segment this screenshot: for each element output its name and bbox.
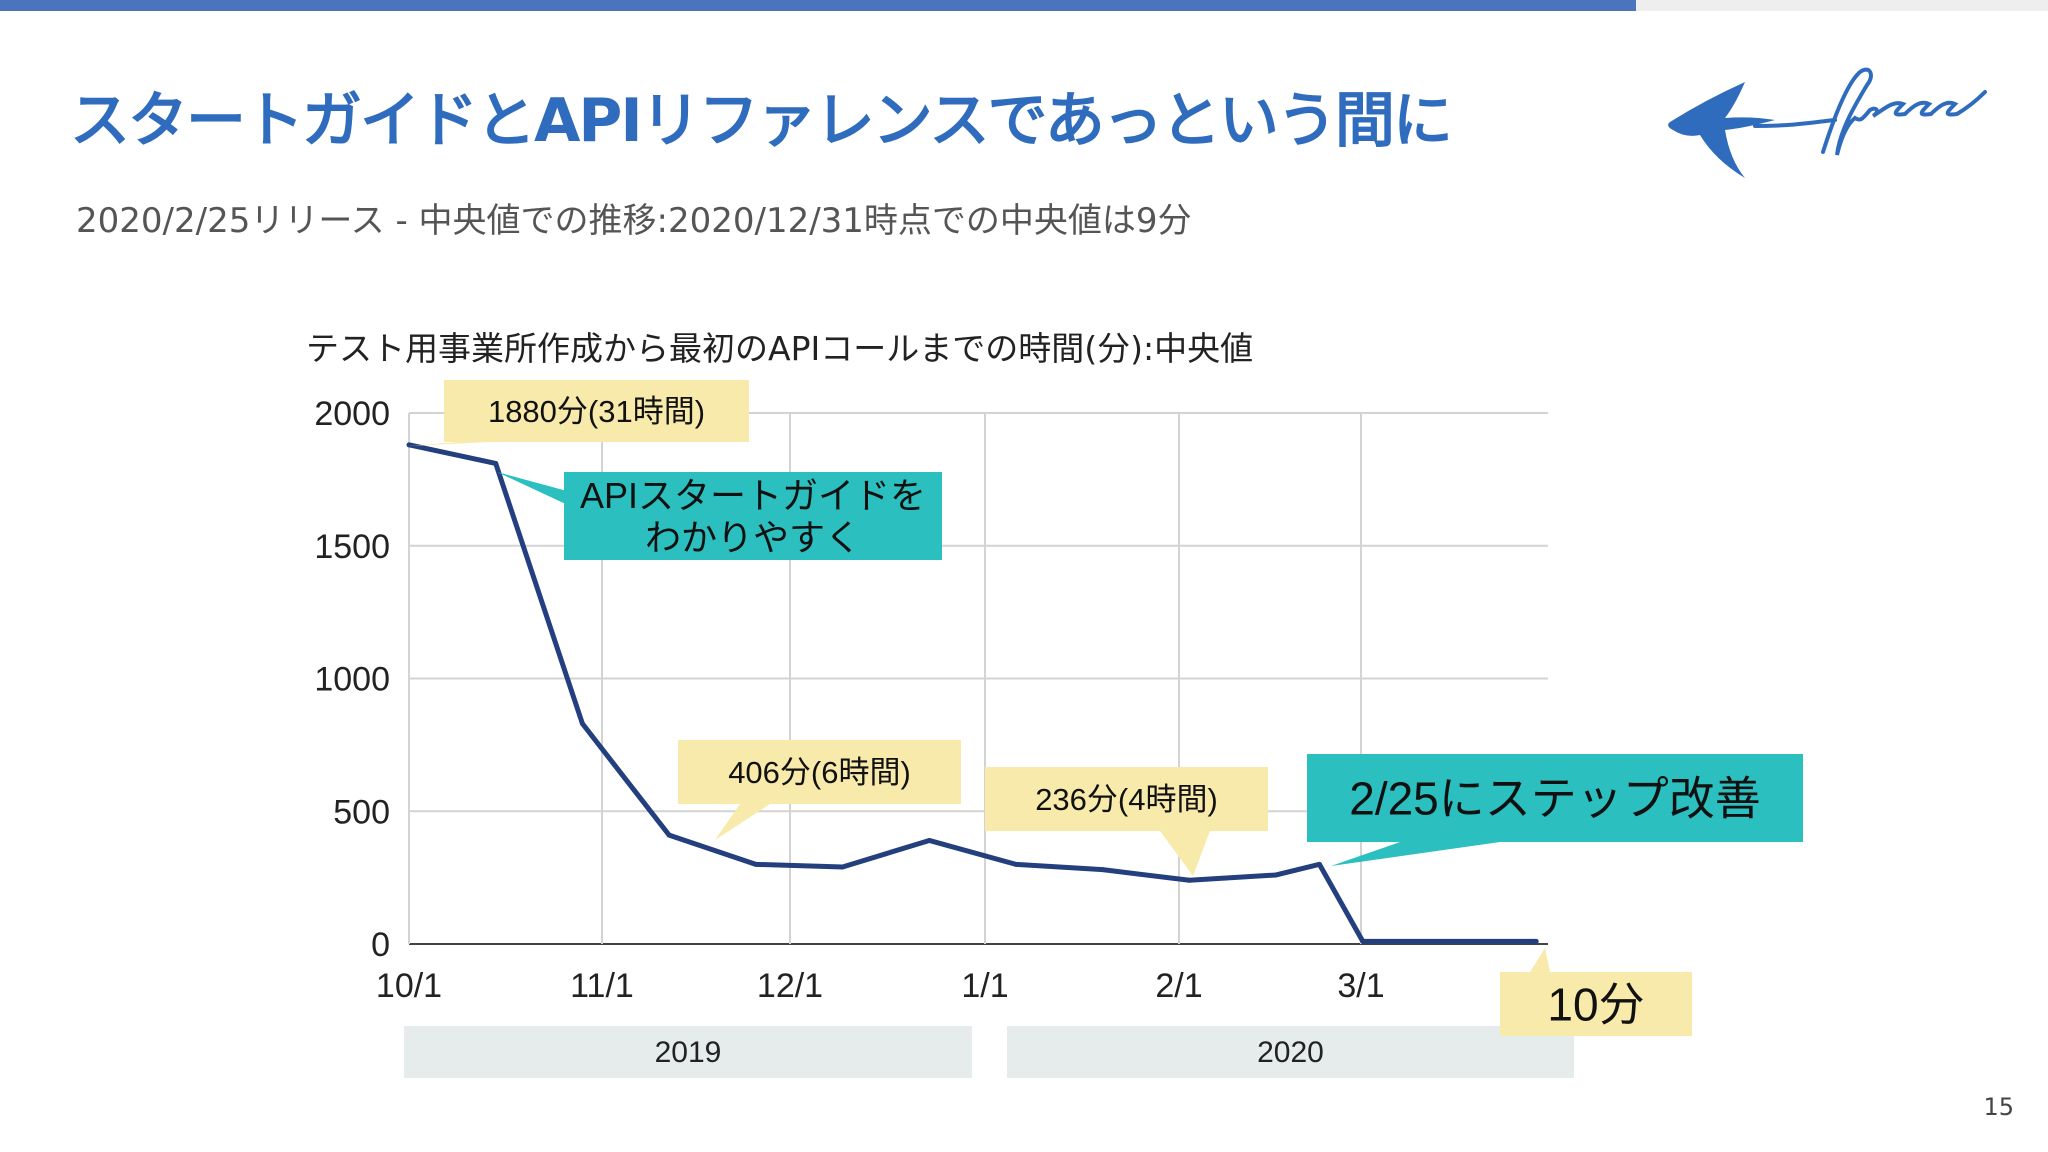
callout-text: 1880分(31時間)	[488, 394, 705, 429]
callout-pointer	[1160, 831, 1210, 876]
data-point	[840, 864, 846, 870]
freee-logo	[1655, 60, 1995, 194]
freee-wordmark-lines	[1753, 67, 1987, 156]
swallow-bird-icon	[1668, 82, 1775, 178]
callout-pointer	[715, 804, 770, 840]
y-tick-label: 2000	[314, 395, 390, 433]
year-band	[404, 1026, 972, 1078]
callout-text: 236分(4時間)	[1035, 782, 1218, 817]
year-label: 2019	[655, 1036, 722, 1069]
series-line	[408, 442, 1537, 944]
x-tick-label: 10/1	[376, 967, 442, 1005]
callout-text: 406分(6時間)	[728, 755, 911, 790]
callout-box	[1500, 972, 1692, 1036]
data-point	[666, 832, 672, 838]
callout-text: 10分	[1547, 979, 1644, 1031]
y-tick-label: 500	[333, 793, 390, 831]
y-tick-label: 1500	[314, 528, 390, 566]
callout-text: わかりやすく	[645, 517, 861, 558]
year-label: 2020	[1257, 1036, 1324, 1069]
callout-box	[444, 380, 749, 442]
x-tick-label: 2/1	[1155, 967, 1202, 1005]
top-accent-bar-rest	[1636, 0, 2048, 11]
x-tick-label: 12/1	[757, 967, 823, 1005]
callout-text: 2/25にステップ改善	[1349, 773, 1761, 825]
callout-box	[1307, 754, 1803, 842]
data-point	[1360, 938, 1366, 944]
data-point	[1316, 861, 1322, 867]
data-point	[1273, 872, 1279, 878]
data-point	[1186, 877, 1192, 883]
x-tick-label: 11/1	[570, 967, 634, 1005]
callout-pointer	[1530, 948, 1550, 972]
top-accent-bar	[0, 0, 1636, 11]
x-tick-label: 3/1	[1337, 967, 1384, 1005]
callout-pointer	[1331, 842, 1500, 866]
data-point	[493, 460, 499, 466]
x-tick-label: 1/1	[961, 967, 1008, 1005]
data-point	[579, 721, 585, 727]
callout-box	[985, 767, 1268, 831]
callout-text: APIスタートガイドを	[580, 475, 926, 516]
callout-box	[678, 740, 961, 804]
data-point	[1533, 938, 1539, 944]
data-point	[753, 861, 759, 867]
callout-box	[564, 472, 942, 560]
slide-subtitle: 2020/2/25リリース - 中央値での推移:2020/12/31時点での中央…	[76, 201, 1192, 241]
chart-title: テスト用事業所作成から最初のAPIコールまでの時間(分):中央値	[306, 329, 1254, 368]
data-point	[1013, 861, 1019, 867]
y-tick-label: 1000	[314, 661, 390, 699]
year-band	[1007, 1026, 1574, 1078]
callout-pointer	[409, 442, 490, 446]
data-point	[406, 442, 412, 448]
data-point	[926, 837, 932, 843]
y-tick-label: 0	[371, 926, 390, 964]
slide-title: スタートガイドとAPIリファレンスであっという間に	[70, 86, 1453, 156]
page-number: 15	[1983, 1093, 2014, 1121]
data-point	[1100, 867, 1106, 873]
